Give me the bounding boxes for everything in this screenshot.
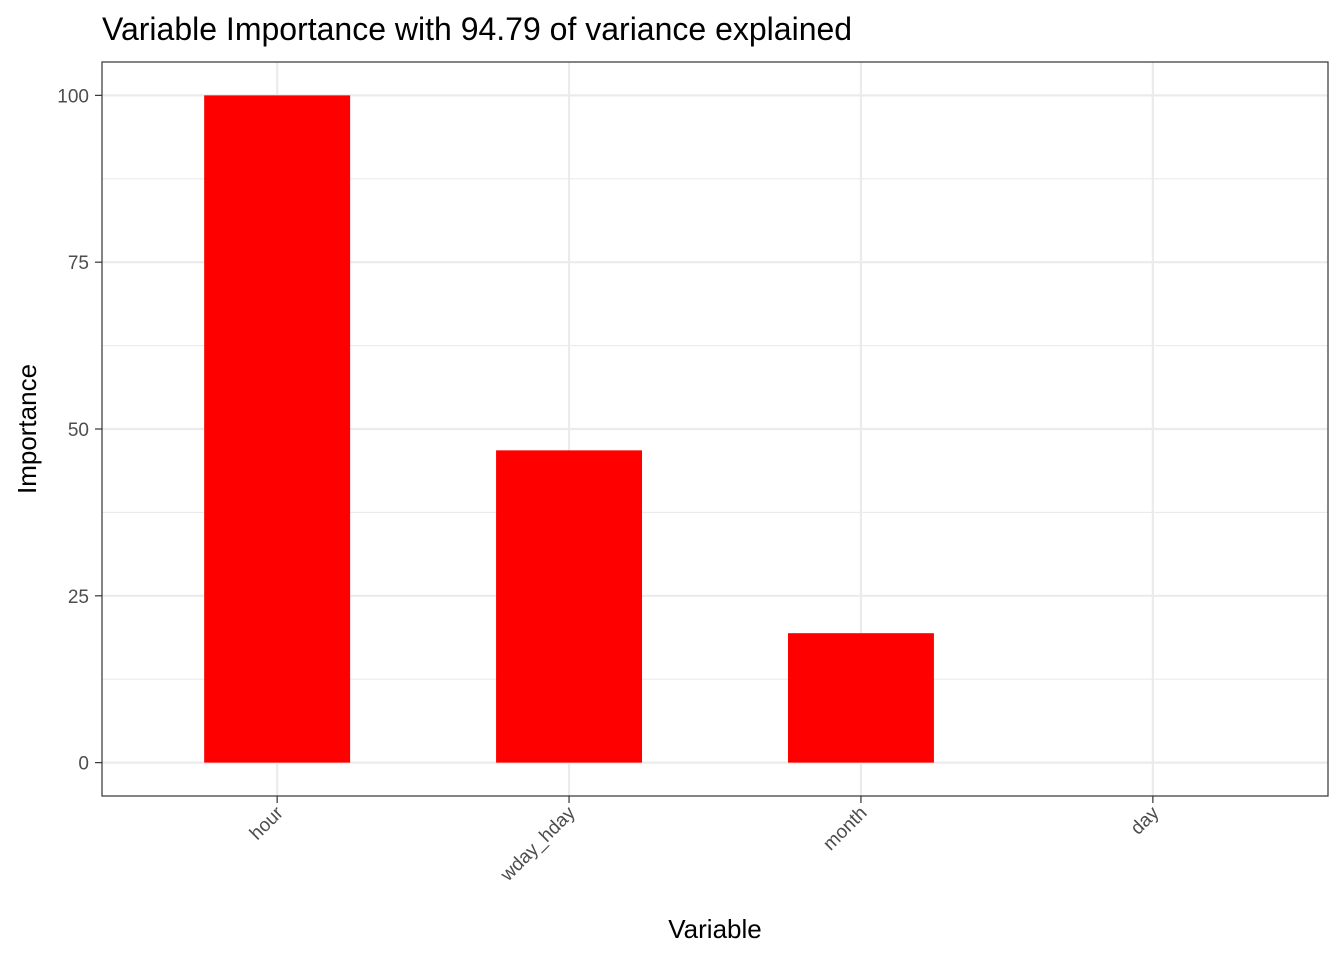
y-axis: 0 25 50 75 100 [57,86,102,775]
y-tick-label: 25 [68,587,89,608]
y-tick-label: 50 [68,420,89,441]
y-axis-title: Importance [12,364,42,494]
x-axis-title: Variable [668,914,761,944]
x-tick-label: wday_hday [496,802,580,886]
bar-month [787,633,934,763]
y-tick-label: 0 [78,754,89,775]
bars [204,95,934,763]
chart-title: Variable Importance with 94.79 of varian… [102,11,852,47]
bar-hour [204,95,351,763]
y-tick-label: 100 [57,86,89,107]
x-tick-label: month [819,803,871,855]
bar-wday_hday [496,450,643,763]
x-tick-label: hour [246,802,288,844]
x-axis: hour wday_hday month day [246,796,1164,886]
x-tick-label: day [1127,802,1164,839]
plot-panel [101,61,1329,797]
y-tick-label: 75 [68,253,89,274]
